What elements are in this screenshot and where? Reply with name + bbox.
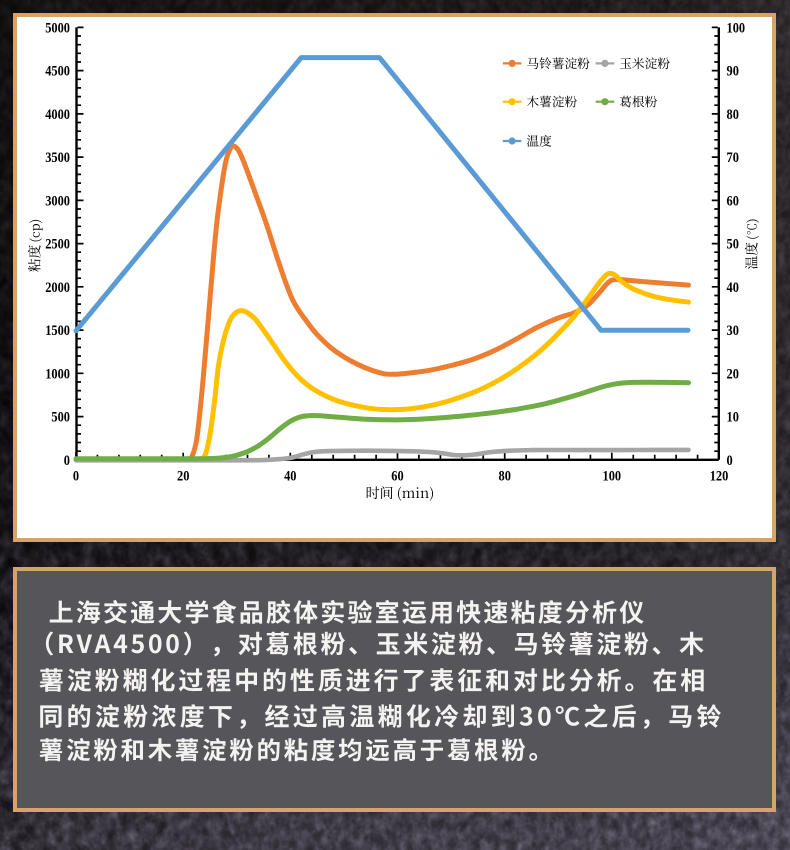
svg-text:100: 100	[727, 20, 746, 36]
svg-text:20: 20	[727, 366, 739, 382]
svg-text:1500: 1500	[45, 323, 70, 339]
svg-text:10: 10	[727, 410, 739, 426]
svg-text:80: 80	[499, 469, 511, 485]
svg-text:80: 80	[727, 107, 739, 123]
svg-text:4000: 4000	[45, 107, 70, 123]
svg-text:20: 20	[177, 469, 189, 485]
svg-text:120: 120	[710, 469, 729, 485]
svg-text:0: 0	[64, 453, 70, 469]
svg-text:2500: 2500	[45, 237, 70, 253]
svg-text:50: 50	[727, 237, 739, 253]
svg-text:40: 40	[284, 469, 296, 485]
svg-text:100: 100	[603, 469, 622, 485]
svg-text:2000: 2000	[45, 280, 70, 296]
svg-text:40: 40	[727, 280, 739, 296]
svg-text:3000: 3000	[45, 193, 70, 209]
svg-text:70: 70	[727, 150, 739, 166]
svg-text:3500: 3500	[45, 150, 70, 166]
svg-text:5000: 5000	[45, 20, 70, 36]
svg-text:500: 500	[51, 410, 70, 426]
svg-text:30: 30	[727, 323, 739, 339]
svg-text:4500: 4500	[45, 64, 70, 80]
svg-text:60: 60	[727, 193, 739, 209]
svg-text:1000: 1000	[45, 366, 70, 382]
svg-text:0: 0	[73, 469, 79, 485]
svg-text:90: 90	[727, 64, 739, 80]
svg-text:0: 0	[727, 453, 733, 469]
svg-text:60: 60	[391, 469, 403, 485]
